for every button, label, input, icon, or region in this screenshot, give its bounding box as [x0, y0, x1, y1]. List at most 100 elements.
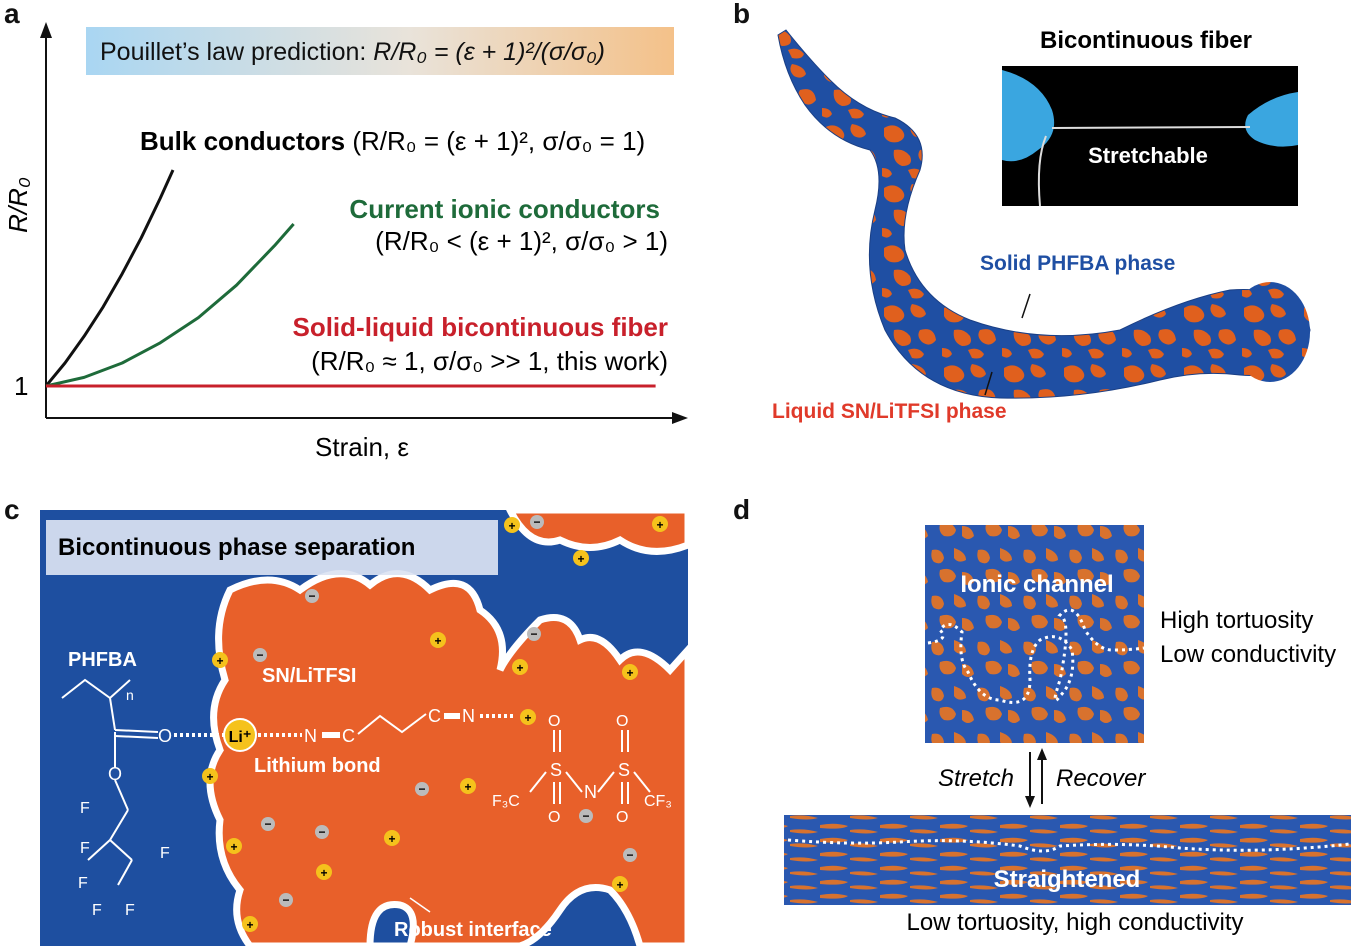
- cation: +: [460, 778, 476, 794]
- y-axis-arrow: [40, 22, 52, 38]
- f4: F: [78, 875, 88, 892]
- anion: −: [530, 515, 544, 529]
- straight-path: [787, 838, 1351, 853]
- bulk-label: Bulk conductors (R/R₀ = (ε + 1)², σ/σ₀ =…: [140, 126, 645, 156]
- anion: −: [253, 648, 267, 662]
- svg-text:−: −: [256, 648, 263, 662]
- svg-text:+: +: [656, 518, 663, 532]
- svg-text:−: −: [264, 817, 271, 831]
- sn-n1: N: [304, 726, 317, 746]
- svg-text:+: +: [508, 519, 515, 533]
- top-orange-lobe: [506, 510, 688, 555]
- sn-n2: N: [462, 706, 475, 726]
- svg-text:−: −: [530, 627, 537, 641]
- y-axis-label: R/R₀: [3, 177, 33, 233]
- inset-stretchable-label: Stretchable: [1088, 143, 1208, 168]
- fiber-loose-end: [1037, 135, 1047, 207]
- svg-text:+: +: [626, 666, 633, 680]
- cation: +: [520, 709, 536, 725]
- sn-chain: [357, 713, 427, 735]
- cation: +: [612, 876, 628, 892]
- f2: F: [80, 840, 90, 857]
- svg-text:+: +: [616, 878, 623, 892]
- x-axis-arrow: [672, 412, 688, 424]
- panel-c-diagram: Bicontinuous phase separation PHFBA SN/L…: [40, 510, 688, 946]
- svg-text:+: +: [206, 770, 213, 784]
- panel-d-diagram: Ionic channel High tortuosity Low conduc…: [784, 525, 1351, 936]
- tfsi-o3: O: [616, 713, 628, 730]
- straightened-label: Straightened: [994, 866, 1141, 893]
- recover-label: Recover: [1056, 765, 1146, 792]
- svg-text:−: −: [318, 825, 325, 839]
- li-ion: [223, 718, 257, 752]
- svg-text:−: −: [418, 782, 425, 796]
- svg-text:+: +: [388, 832, 395, 846]
- solid-phase-label: Solid PHFBA phase: [980, 252, 1175, 275]
- tfsi-s1: S: [550, 760, 562, 780]
- tfsi-structure: [529, 730, 651, 804]
- low-conductivity-label: Low conductivity: [1160, 641, 1336, 668]
- robust-interface-label: Robust interface: [394, 919, 552, 941]
- solid-phase-pointer: [1021, 293, 1031, 319]
- svg-text:+: +: [464, 780, 471, 794]
- cation: +: [652, 516, 668, 532]
- x-axis-label: Strain, ε: [315, 432, 409, 462]
- anion: −: [315, 825, 329, 839]
- f3: F: [160, 845, 170, 862]
- svg-text:+: +: [516, 661, 523, 675]
- sn-litfsi-region: [206, 570, 688, 946]
- fiber-cond: (R/R₀ ≈ 1, σ/σ₀ >> 1, this work): [311, 346, 668, 376]
- svg-text:+: +: [246, 918, 253, 932]
- ionic-cond: (R/R₀ < (ε + 1)², σ/σ₀ > 1): [375, 226, 668, 256]
- robust-interface-arrow: [409, 897, 431, 913]
- anion: −: [261, 817, 275, 831]
- cation: +: [430, 632, 446, 648]
- stretch-arrowhead: [1025, 796, 1035, 808]
- right-glove: [1245, 92, 1298, 147]
- cation: +: [573, 550, 589, 566]
- anion: −: [623, 848, 637, 862]
- bottom-label: Low tortuosity, high conductivity: [906, 909, 1243, 936]
- cation: +: [212, 652, 228, 668]
- svg-text:+: +: [524, 711, 531, 725]
- liquid-phase-label: Liquid SN/LiTFSI phase: [772, 400, 1007, 423]
- pouillet-banner-text: Pouillet’s law prediction: R/R₀ = (ε + 1…: [100, 38, 605, 66]
- svg-text:+: +: [577, 552, 584, 566]
- svg-text:−: −: [626, 848, 633, 862]
- anion: −: [579, 809, 593, 823]
- sn-c2: C: [428, 706, 441, 726]
- anion: −: [305, 589, 319, 603]
- tfsi-o1: O: [548, 713, 560, 730]
- svg-text:−: −: [308, 589, 315, 603]
- o-ester: O: [108, 764, 122, 784]
- cation: +: [504, 517, 520, 533]
- fiber-end-cap: [1230, 282, 1310, 382]
- panel-a-chart: Pouillet’s law prediction: R/R₀ = (ε + 1…: [3, 22, 688, 462]
- cation: +: [202, 768, 218, 784]
- panel-c-letter: c: [4, 494, 20, 525]
- sn-litfsi-label: SN/LiTFSI: [262, 665, 356, 687]
- f6: F: [125, 902, 135, 919]
- cation: +: [512, 659, 528, 675]
- panel-c-title: Bicontinuous phase separation: [58, 534, 415, 561]
- pouillet-banner: [86, 27, 674, 75]
- sn-c1: C: [342, 726, 355, 746]
- lithium-bond-label: Lithium bond: [254, 755, 381, 777]
- svg-text:+: +: [216, 654, 223, 668]
- high-tortuosity-label: High tortuosity: [1160, 607, 1313, 634]
- panel-a-letter: a: [4, 0, 20, 29]
- left-glove: [1002, 70, 1055, 162]
- phfba-label: PHFBA: [68, 649, 137, 671]
- tfsi-o4: O: [616, 809, 628, 826]
- svg-text:−: −: [533, 515, 540, 529]
- tortuous-path: [927, 608, 1145, 704]
- y-tick-1: 1: [14, 371, 28, 401]
- panel-b-fiber: Bicontinuous fiber Stretchable Solid PHF…: [772, 27, 1311, 423]
- straightened-image: [784, 815, 1351, 905]
- robust-interface-bulge: [366, 901, 417, 946]
- li-label: Li⁺: [229, 729, 252, 746]
- svg-text:+: +: [230, 840, 237, 854]
- inset-title: Bicontinuous fiber: [1040, 27, 1252, 54]
- f5: F: [92, 902, 102, 919]
- tfsi-cf3: CF₃: [644, 793, 672, 810]
